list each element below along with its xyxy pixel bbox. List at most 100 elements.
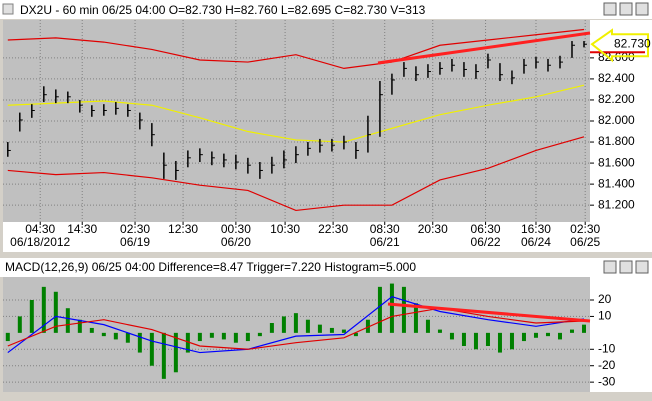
histogram-bar bbox=[545, 332, 550, 337]
x-tick-label: 10:30 bbox=[270, 222, 300, 236]
x-date-label: 06/18/2012 bbox=[10, 235, 70, 249]
axis-area bbox=[590, 277, 652, 392]
x-axis-area bbox=[3, 222, 652, 252]
x-date-label: 06/24 bbox=[521, 235, 551, 249]
histogram-bar bbox=[17, 316, 22, 333]
y-tick-label: 10 bbox=[598, 309, 612, 323]
button[interactable] bbox=[635, 2, 649, 16]
y-tick-label: 82.200 bbox=[598, 92, 635, 106]
x-date-label: 06/19 bbox=[120, 235, 150, 249]
line bbox=[7, 307, 585, 350]
x-tick-label: 04:30 bbox=[25, 222, 55, 236]
histogram-bar bbox=[437, 329, 442, 333]
histogram-bar bbox=[449, 332, 454, 340]
x-tick-label: 14:30 bbox=[67, 222, 97, 236]
histogram-bar bbox=[245, 332, 250, 342]
histogram-bar bbox=[293, 313, 298, 333]
histogram-bar bbox=[77, 319, 82, 333]
histogram-bar bbox=[137, 332, 142, 353]
x-date-label: 06/25 bbox=[570, 235, 600, 249]
button[interactable] bbox=[635, 260, 649, 274]
histogram-bar bbox=[497, 332, 502, 353]
plot-area bbox=[3, 277, 590, 392]
line bbox=[7, 84, 585, 143]
y-tick-label: 81.800 bbox=[598, 134, 635, 148]
histogram-bar bbox=[281, 316, 286, 333]
histogram-bar bbox=[101, 332, 106, 337]
x-tick-label: 06:30 bbox=[471, 222, 501, 236]
histogram-bar bbox=[521, 332, 526, 342]
x-date-label: 06/22 bbox=[471, 235, 501, 249]
button[interactable] bbox=[619, 260, 633, 274]
x-tick-label: 00:30 bbox=[221, 222, 251, 236]
histogram-bar bbox=[209, 332, 214, 338]
histogram-bar bbox=[533, 332, 538, 338]
histogram-bar bbox=[173, 332, 178, 373]
histogram-bar bbox=[569, 329, 574, 333]
histogram-bar bbox=[233, 332, 238, 343]
histogram-bar bbox=[473, 332, 478, 350]
histogram-bar bbox=[113, 332, 118, 340]
histogram-bar bbox=[389, 283, 394, 333]
histogram-bar bbox=[485, 332, 490, 346]
x-tick-label: 16:30 bbox=[521, 222, 551, 236]
axis-area bbox=[590, 20, 652, 222]
histogram-bar bbox=[461, 332, 466, 346]
histogram-bar bbox=[509, 332, 514, 350]
histogram-bar bbox=[401, 286, 406, 333]
line bbox=[7, 136, 585, 212]
histogram-bar bbox=[365, 319, 370, 333]
histogram-bar bbox=[425, 319, 430, 333]
histogram-bar bbox=[197, 332, 202, 342]
icon[interactable] bbox=[2, 3, 14, 15]
y-tick-label: -10 bbox=[598, 341, 616, 355]
y-tick-label: -20 bbox=[598, 358, 616, 372]
histogram-bar bbox=[341, 329, 346, 333]
histogram-bar bbox=[185, 332, 190, 353]
line bbox=[7, 296, 585, 354]
last-price-label: 82.730 bbox=[614, 36, 651, 50]
trendline bbox=[387, 302, 591, 323]
trendline bbox=[377, 31, 591, 65]
histogram-bar bbox=[305, 319, 310, 333]
histogram-bar bbox=[125, 332, 130, 343]
x-tick-label: 08:30 bbox=[370, 222, 400, 236]
histogram-bar bbox=[581, 324, 586, 333]
histogram-bar bbox=[29, 300, 34, 333]
y-tick-label: 81.200 bbox=[598, 197, 635, 211]
chart-title: MACD(12,26,9) 06/25 04:00 Difference=8.4… bbox=[5, 260, 416, 274]
y-tick-label: 82.000 bbox=[598, 113, 635, 127]
chart-title: DX2U - 60 min 06/25 04:00 O=82.730 H=82.… bbox=[20, 3, 426, 17]
y-tick-label: 81.600 bbox=[598, 155, 635, 169]
button[interactable] bbox=[603, 260, 617, 274]
button[interactable] bbox=[619, 2, 633, 16]
x-date-label: 06/21 bbox=[370, 235, 400, 249]
title-bar bbox=[0, 0, 652, 19]
title-bar bbox=[0, 258, 652, 277]
x-tick-label: 02:30 bbox=[570, 222, 600, 236]
histogram-bar bbox=[329, 327, 334, 333]
histogram-bar bbox=[89, 327, 94, 333]
histogram-bar bbox=[5, 332, 10, 342]
histogram-bar bbox=[65, 308, 70, 333]
histogram-bar bbox=[149, 332, 154, 366]
y-tick-label: 20 bbox=[598, 292, 612, 306]
histogram-bar bbox=[41, 286, 46, 333]
histogram-bar bbox=[413, 303, 418, 333]
histogram-bar bbox=[221, 332, 226, 340]
highlight-arrow bbox=[590, 28, 649, 63]
x-tick-label: 20:30 bbox=[418, 222, 448, 236]
x-tick-label: 12:30 bbox=[168, 222, 198, 236]
histogram-bar bbox=[377, 286, 382, 333]
histogram-bar bbox=[557, 332, 562, 340]
x-tick-label: 02:30 bbox=[120, 222, 150, 236]
histogram-bar bbox=[269, 323, 274, 333]
histogram-bar bbox=[317, 324, 322, 333]
button[interactable] bbox=[603, 2, 617, 16]
histogram-bar bbox=[161, 332, 166, 379]
histogram-bar bbox=[257, 332, 262, 337]
y-tick-label: 82.400 bbox=[598, 71, 635, 85]
histogram-bar bbox=[353, 332, 358, 337]
